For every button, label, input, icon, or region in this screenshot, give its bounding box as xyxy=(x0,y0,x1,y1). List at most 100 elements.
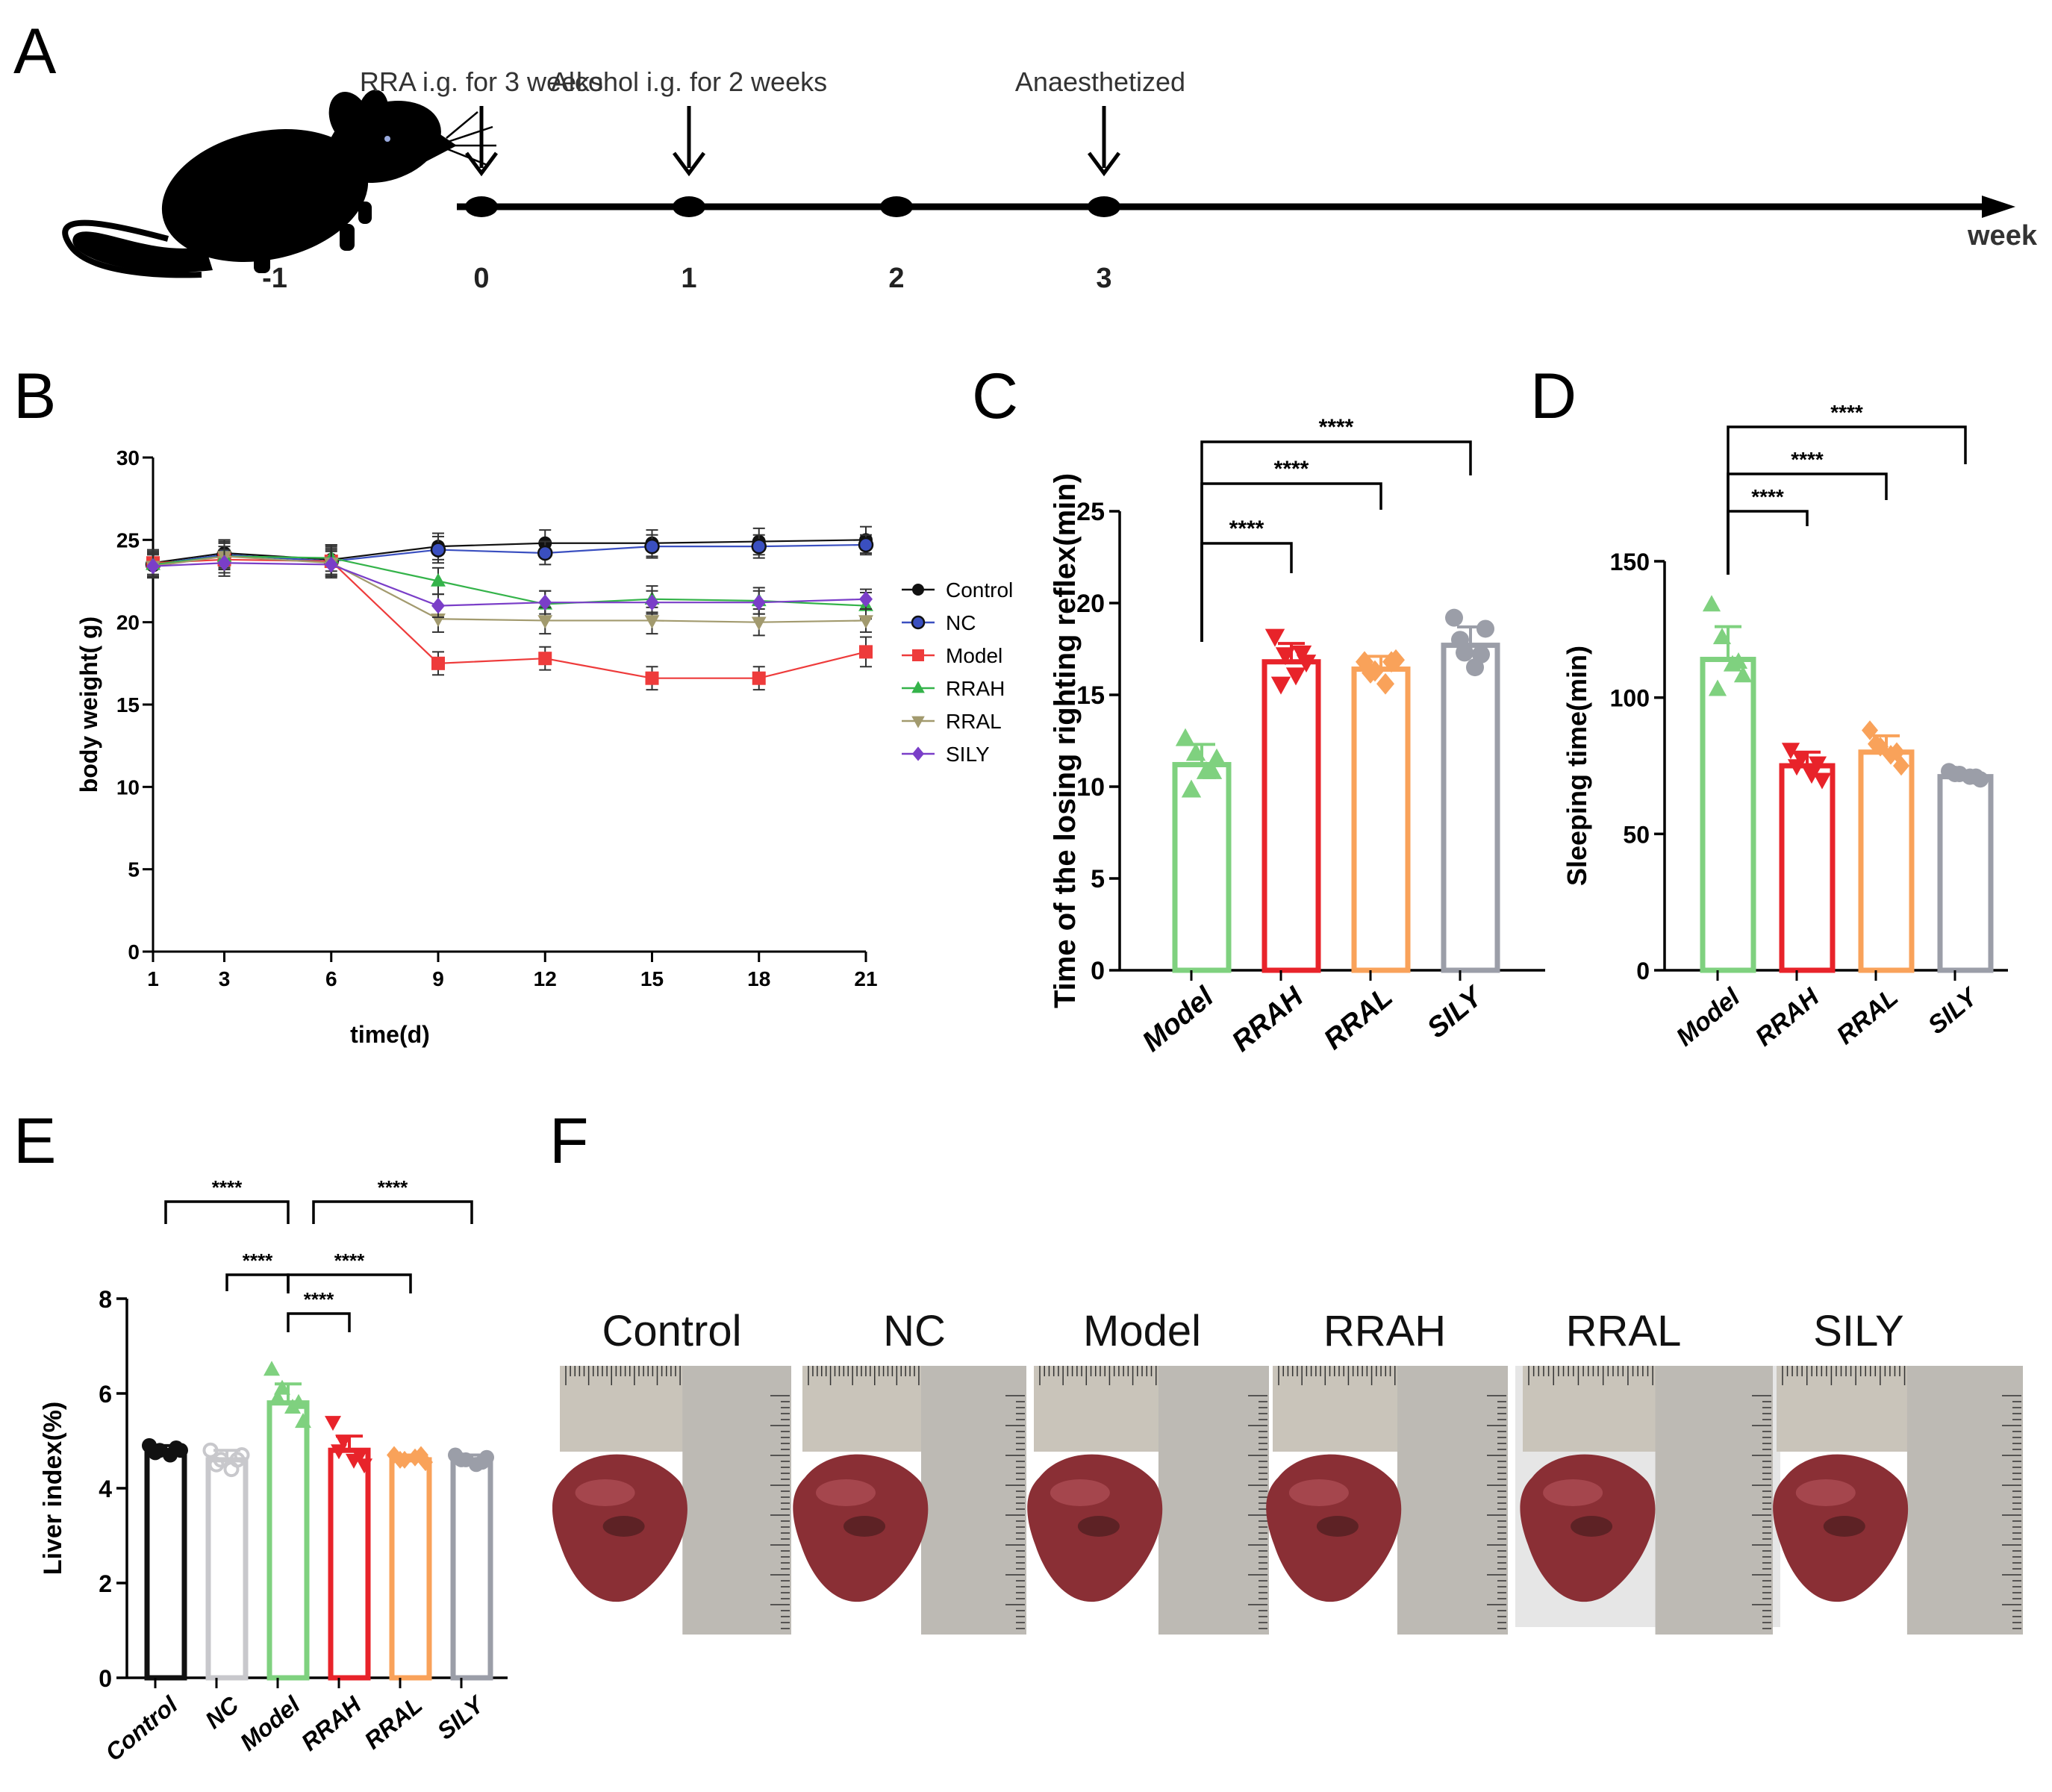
liver-photo-strip xyxy=(552,1366,2023,1635)
category-label: RRAH xyxy=(1226,981,1310,1058)
category-label: RRAH xyxy=(296,1690,367,1756)
data-point xyxy=(1291,645,1312,664)
timeline-event-label: Alcohol i.g. for 2 weeks xyxy=(551,66,827,97)
ruler-vertical xyxy=(682,1366,791,1635)
photo-label-model: Model xyxy=(1083,1307,1201,1355)
legend-marker xyxy=(912,584,924,596)
y-tick-label: 10 xyxy=(1076,773,1105,802)
data-point xyxy=(1206,748,1227,767)
data-point xyxy=(475,1455,490,1470)
x-axis-label: time(d) xyxy=(350,1021,430,1048)
data-point xyxy=(331,1444,347,1460)
data-point xyxy=(387,1446,402,1464)
liver-shadow xyxy=(602,1516,645,1537)
data-point xyxy=(1264,628,1285,647)
y-tick-label: 10 xyxy=(116,775,140,799)
significance-bracket xyxy=(1727,425,1967,575)
significance-brackets: ******************** xyxy=(164,1176,473,1332)
data-point xyxy=(169,1440,184,1456)
category-label: SILY xyxy=(1923,981,1985,1040)
panel-letter-c: C xyxy=(972,360,1019,432)
data-point xyxy=(1362,662,1379,684)
data-point xyxy=(454,1452,469,1467)
bar xyxy=(1441,643,1500,973)
significance-bracket xyxy=(1200,542,1293,642)
data-point xyxy=(269,1389,286,1405)
data-point xyxy=(414,1446,428,1464)
y-tick-label: 6 xyxy=(99,1381,112,1408)
data-point xyxy=(1787,759,1806,776)
liver-shadow xyxy=(1823,1516,1865,1537)
bar-group-sily: SILY xyxy=(432,1447,494,1745)
category-label: Model xyxy=(1671,982,1746,1052)
liver-shadow xyxy=(1571,1516,1613,1537)
bar xyxy=(1937,774,1994,973)
data-point xyxy=(431,656,445,670)
y-tick-label: 0 xyxy=(99,1665,112,1692)
bar xyxy=(1779,763,1836,973)
data-point xyxy=(644,538,660,555)
data-point xyxy=(1275,647,1296,666)
liver-highlight xyxy=(816,1479,876,1506)
data-point xyxy=(751,538,767,555)
category-label: Model xyxy=(1137,981,1220,1058)
x-tick-label: 12 xyxy=(534,967,557,990)
data-point xyxy=(1729,652,1748,669)
data-point xyxy=(859,645,873,659)
data-point xyxy=(1285,667,1306,686)
y-tick-label: 100 xyxy=(1610,685,1650,712)
significance-label: **** xyxy=(1830,401,1863,424)
bar-group-model: Model xyxy=(1671,595,1756,1052)
ruler-vertical xyxy=(1397,1366,1508,1635)
data-point xyxy=(645,594,659,611)
data-point xyxy=(1802,767,1821,784)
x-tick-label: 6 xyxy=(325,967,337,990)
data-point xyxy=(1476,619,1494,638)
significance-bracket xyxy=(1200,440,1472,642)
liver-photos-panel: Control NC Model RRAH RRAL SILY xyxy=(552,1299,2045,1642)
bar xyxy=(1700,657,1756,973)
data-point xyxy=(290,1393,307,1409)
liver-highlight xyxy=(1050,1479,1110,1506)
bar xyxy=(1351,666,1411,973)
photo-label-rral: RRAL xyxy=(1565,1307,1682,1355)
x-tick-label: 9 xyxy=(432,967,444,990)
legend-marker xyxy=(911,615,926,630)
liver-highlight xyxy=(575,1479,635,1506)
category-label: RRAL xyxy=(359,1691,427,1755)
significance-label: **** xyxy=(378,1176,408,1199)
data-point xyxy=(538,652,552,666)
data-point xyxy=(1868,734,1884,754)
significance-label: **** xyxy=(1274,457,1309,481)
data-point xyxy=(1812,772,1832,790)
x-tick-label: 3 xyxy=(219,967,231,990)
series-line xyxy=(152,555,867,607)
bar-group-sily: SILY xyxy=(1421,608,1500,1044)
liver-photo-sily xyxy=(1773,1366,2023,1635)
data-point xyxy=(1270,676,1291,695)
series-line xyxy=(152,543,867,566)
data-point xyxy=(1185,743,1206,761)
category-label: RRAL xyxy=(1318,981,1399,1056)
data-point xyxy=(263,1361,280,1376)
timeline-tick-label: 2 xyxy=(888,263,904,294)
data-point xyxy=(537,615,553,629)
x-tick-label: 15 xyxy=(640,967,664,990)
liver-photo-rrah xyxy=(1266,1366,1508,1635)
bar-group-rrah: RRAH xyxy=(1750,743,1836,1052)
series-sily xyxy=(146,549,873,619)
timeline-event-arrow-head xyxy=(464,152,499,177)
bar xyxy=(205,1457,249,1681)
ruler-vertical xyxy=(1906,1366,2023,1635)
legend-label: Model xyxy=(946,644,1002,667)
significance-brackets: **** **** **** xyxy=(1727,401,1967,575)
data-point xyxy=(752,594,766,611)
category-label: Control xyxy=(100,1690,183,1766)
data-point xyxy=(1472,645,1490,664)
data-point xyxy=(295,1413,311,1429)
data-point xyxy=(1445,608,1463,627)
liver-photo-model xyxy=(1027,1366,1269,1635)
data-point xyxy=(1947,765,1963,782)
significance-label: **** xyxy=(243,1249,273,1272)
